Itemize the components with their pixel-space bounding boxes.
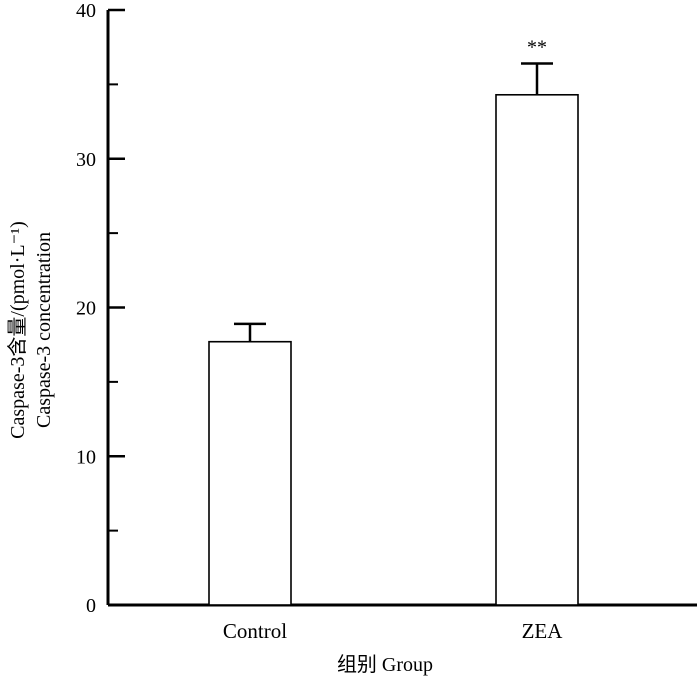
bar-zea bbox=[495, 93, 579, 606]
y-tick-label: 30 bbox=[76, 149, 96, 171]
bars bbox=[208, 62, 579, 606]
significance-marker: ** bbox=[527, 37, 547, 59]
x-axis-label: 组别 Group bbox=[337, 653, 433, 676]
y-axis-label: Caspase-3含量/(pmol·L⁻¹) Caspase-3 concent… bbox=[6, 221, 55, 439]
bar-control bbox=[208, 340, 292, 606]
x-tick-label-zea: ZEA bbox=[522, 619, 564, 643]
x-tick-label-control: Control bbox=[223, 619, 287, 643]
labels: 0 10 20 30 40 Control ** ZEA bbox=[76, 0, 563, 643]
y-tick-label: 10 bbox=[76, 446, 96, 468]
y-tick-label: 0 bbox=[86, 595, 96, 617]
axes bbox=[106, 8, 697, 607]
y-axis-label-line2: Caspase-3 concentration bbox=[33, 232, 55, 428]
y-tick-label: 40 bbox=[76, 0, 96, 22]
y-tick-label: 20 bbox=[76, 298, 96, 320]
y-axis-label-line1: Caspase-3含量/(pmol·L⁻¹) bbox=[6, 221, 29, 439]
